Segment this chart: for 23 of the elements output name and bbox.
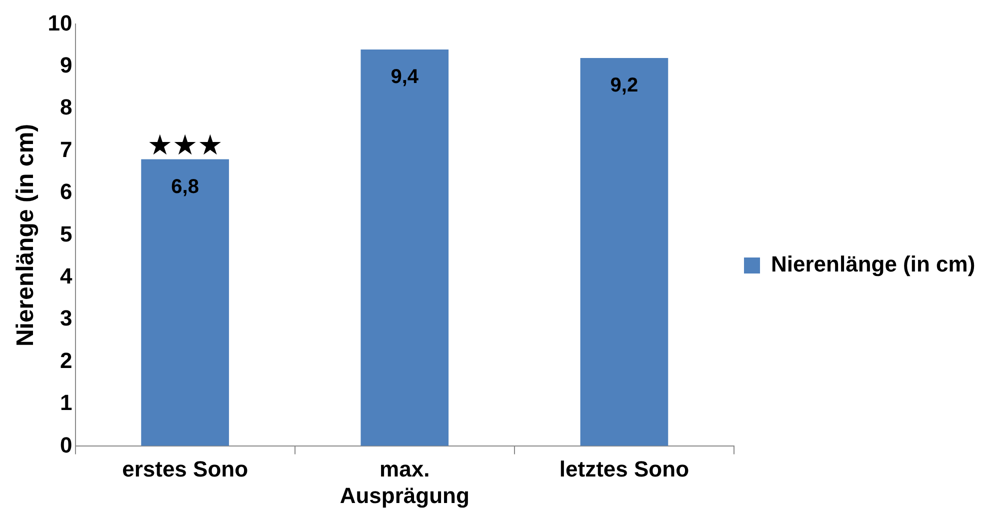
data-label: 9,2 — [610, 74, 638, 96]
y-tick-label: 3 — [60, 306, 72, 331]
data-label: 9,4 — [390, 66, 420, 88]
x-tick-label: letztes Sono — [559, 456, 689, 482]
y-tick-label: 0 — [60, 432, 72, 458]
y-tick-label: 10 — [48, 10, 72, 36]
y-tick-label: 9 — [60, 52, 72, 78]
legend-label: Nierenlänge (in cm) — [771, 252, 976, 277]
annotation: ★★★ — [147, 128, 223, 162]
y-tick-label: 5 — [60, 221, 72, 246]
data-label: 6,8 — [171, 176, 199, 198]
bar — [580, 58, 668, 446]
x-tick-label: erstes Sono — [122, 456, 248, 482]
y-tick-label: 6 — [60, 179, 72, 204]
y-tick-label: 1 — [60, 390, 72, 416]
y-axis-title: Nierenlänge (in cm) — [12, 124, 40, 347]
y-tick-label: 7 — [60, 136, 72, 162]
x-tick-label: max. Ausprägung — [340, 456, 470, 508]
bar — [360, 50, 449, 446]
bar — [141, 159, 229, 446]
y-tick-label: 4 — [60, 263, 74, 288]
y-tick-label: 8 — [60, 94, 72, 120]
y-tick-label: 2 — [60, 348, 72, 373]
